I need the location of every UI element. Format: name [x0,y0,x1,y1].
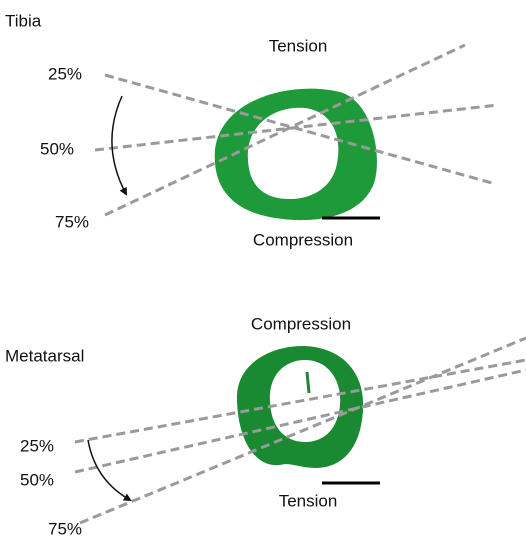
bone-cavity [269,360,341,442]
angle-label: 50% [40,139,74,158]
tibia-panel: Tibia Tension Compression 25% 50% 75% [5,11,499,249]
angle-label: 50% [20,470,54,489]
angle-label: 25% [20,436,54,455]
angle-line [74,358,526,444]
metatarsal-panel: Compression Metatarsal Tension 25% 50% 7… [5,314,526,538]
angle-line [74,368,526,474]
angle-line [104,73,493,185]
rotation-arrow [111,95,127,196]
angle-line [94,103,499,152]
panel-label: Tibia [5,11,42,30]
angle-label: 75% [48,519,82,538]
panel-label: Metatarsal [5,346,84,365]
angle-line [79,336,526,525]
bottom-label: Compression [253,230,353,249]
angle-label: 75% [55,212,89,231]
notch [305,371,311,394]
angle-line [104,43,466,217]
rotation-arrow [87,439,132,501]
angle-label: 25% [48,64,82,83]
top-label: Compression [251,314,351,333]
top-label: Tension [269,36,328,55]
bottom-label: Tension [279,491,338,510]
